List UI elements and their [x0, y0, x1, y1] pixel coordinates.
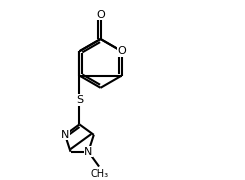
Text: CH₃: CH₃	[90, 168, 108, 179]
Text: O: O	[96, 10, 105, 20]
Text: N: N	[61, 130, 69, 140]
Text: N: N	[84, 147, 93, 157]
Text: S: S	[76, 95, 83, 105]
Text: O: O	[117, 46, 126, 56]
